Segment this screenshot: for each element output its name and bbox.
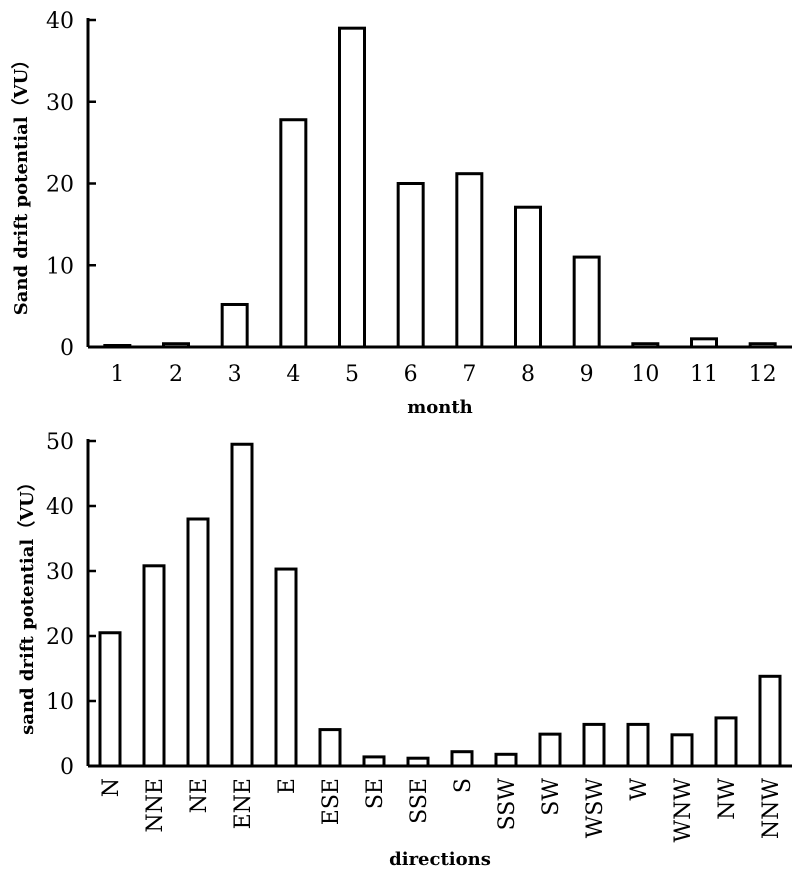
- bar-5: [338, 26, 366, 349]
- bar-12: [748, 342, 777, 349]
- y-tick-label: 30: [46, 560, 74, 585]
- x-tick-label: SSW: [495, 778, 520, 831]
- bar-11: [690, 337, 718, 349]
- x-tick-label: 6: [404, 362, 418, 387]
- bar-9: [572, 255, 601, 349]
- x-axis-title: month: [407, 397, 473, 418]
- x-tick-label: E: [275, 778, 300, 794]
- x-tick-label: NE: [187, 778, 212, 813]
- x-tick-label: ENE: [231, 778, 256, 829]
- bar-w: [626, 722, 650, 768]
- bar-sse: [406, 756, 430, 768]
- bar-ese: [318, 728, 342, 768]
- x-tick-label: 5: [345, 362, 359, 387]
- x-tick-label: SW: [539, 778, 564, 816]
- x-tick-label: NNW: [759, 778, 784, 840]
- bar-ssw: [494, 752, 518, 768]
- x-tick-label: SSE: [407, 778, 432, 824]
- x-tick-label: 9: [580, 362, 594, 387]
- bar-e: [274, 567, 298, 768]
- bar-se: [362, 755, 386, 768]
- y-tick-label: 20: [46, 173, 74, 198]
- x-tick-label: 2: [169, 362, 183, 387]
- y-tick-label: 10: [46, 254, 74, 279]
- bar-3: [220, 302, 249, 349]
- bar-2: [162, 342, 190, 349]
- bar-ne: [186, 517, 210, 768]
- y-axis-title: sand drift potential（VU）: [17, 473, 38, 735]
- bar-nw: [714, 716, 738, 768]
- bar-n: [98, 631, 122, 768]
- bar-4: [279, 118, 308, 349]
- bar-7: [455, 172, 484, 349]
- x-tick-label: 7: [462, 362, 476, 387]
- y-tick-label: 40: [46, 9, 74, 34]
- bar-wsw: [582, 722, 606, 768]
- x-tick-label: 4: [286, 362, 300, 387]
- y-tick-label: 30: [46, 91, 74, 116]
- x-tick-label: 12: [749, 362, 777, 387]
- y-tick-label: 10: [46, 690, 74, 715]
- bar-1: [103, 344, 132, 349]
- y-tick-label: 40: [46, 495, 74, 520]
- bar-6: [396, 182, 425, 349]
- x-tick-label: 10: [631, 362, 659, 387]
- x-tick-label: 11: [690, 362, 718, 387]
- directional-sand-drift-chart: 0 10 20 30 40 50 N NNE NE ENE E ESE SE SSE S SSW SW WSW W W…: [17, 430, 792, 870]
- x-tick-label: SE: [363, 778, 388, 809]
- x-tick-label: 8: [521, 362, 535, 387]
- bar-10: [631, 342, 660, 349]
- y-tick-label: 20: [46, 625, 74, 650]
- bar-s: [450, 750, 474, 768]
- y-axis-title: Sand drift potential（VU）: [11, 51, 32, 316]
- x-tick-label: NNE: [143, 778, 168, 833]
- bar-nne: [142, 564, 166, 768]
- x-tick-label: WSW: [583, 778, 608, 839]
- y-tick-label: 50: [46, 430, 74, 455]
- bar-nnw: [758, 674, 782, 768]
- bar-ene: [230, 442, 254, 768]
- bar-sw: [538, 732, 562, 768]
- x-tick-label: 1: [110, 362, 124, 387]
- x-tick-label: S: [451, 778, 476, 793]
- x-tick-label: NW: [715, 778, 740, 820]
- y-tick-label: 0: [60, 755, 74, 780]
- x-axis-title: directions: [389, 849, 491, 870]
- y-tick-label: 0: [60, 336, 74, 361]
- x-tick-label: ESE: [319, 778, 344, 825]
- x-tick-label: W: [627, 778, 652, 801]
- x-tick-label: N: [99, 778, 124, 797]
- x-tick-label: WNW: [671, 778, 696, 843]
- x-tick-label: 3: [228, 362, 242, 387]
- bar-wnw: [670, 733, 694, 768]
- bar-8: [514, 205, 542, 349]
